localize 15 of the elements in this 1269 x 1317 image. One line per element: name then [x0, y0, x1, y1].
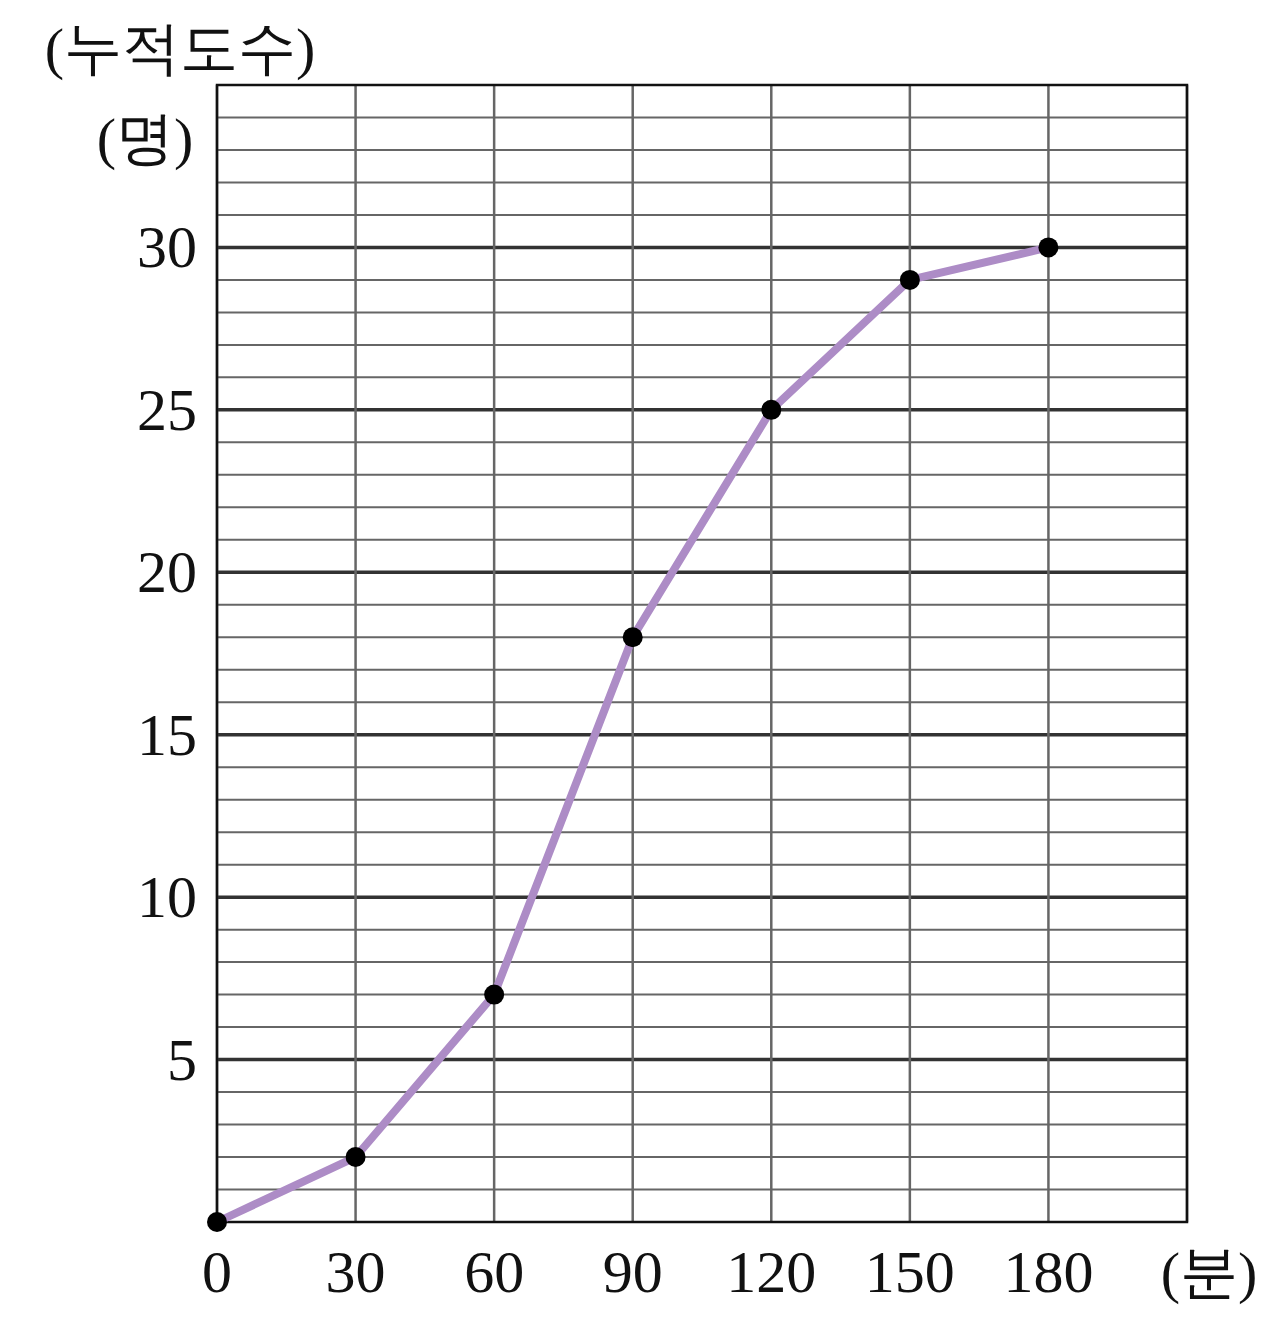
y-tick-label: 10: [137, 864, 197, 931]
x-tick-label: 180: [1003, 1239, 1094, 1305]
x-tick-label: 60: [464, 1239, 525, 1305]
x-tick-label: 90: [602, 1239, 663, 1305]
y-tick-label: 15: [137, 701, 197, 768]
y-axis-title: (누적도수) (명): [44, 16, 316, 171]
y-tick-label: 20: [137, 539, 197, 606]
y-tick-label: 25: [137, 376, 197, 443]
x-tick-label: 150: [864, 1239, 955, 1305]
x-tick-label: 0: [202, 1239, 232, 1305]
x-axis-title: (분): [1160, 1240, 1258, 1305]
x-tick-label: 120: [726, 1239, 817, 1305]
x-tick-label: 30: [325, 1239, 386, 1305]
y-tick-label: 30: [137, 214, 197, 281]
y-tick-label: 5: [167, 1026, 197, 1093]
